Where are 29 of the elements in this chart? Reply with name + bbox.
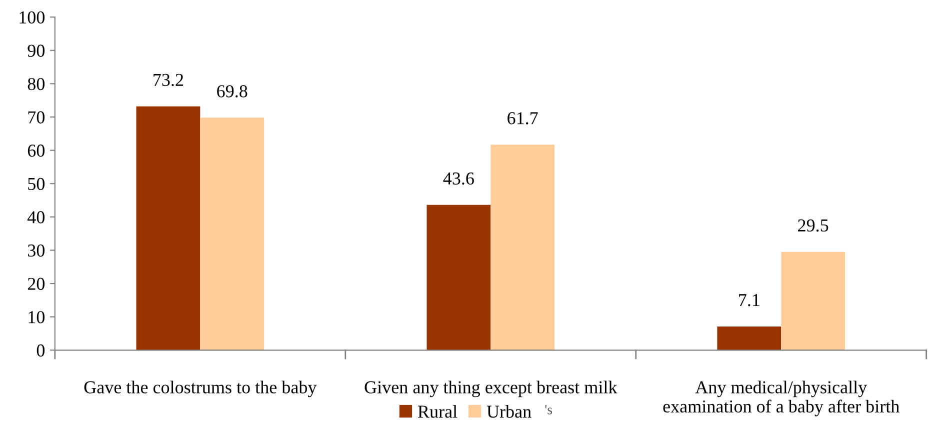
y-tick-label: 90 — [28, 44, 45, 57]
bar — [717, 326, 782, 350]
text: 's — [545, 405, 552, 414]
data-label: 7.1 — [739, 294, 760, 306]
y-tick-label: 60 — [28, 144, 45, 157]
bar — [200, 118, 264, 350]
data-label: 69.8 — [217, 85, 248, 98]
legend-label: Rural — [418, 405, 458, 418]
x-tick-label: Any medical/physically examination of a baby after birth — [663, 380, 900, 416]
y-tick-label: 30 — [28, 244, 45, 257]
data-label: 61.7 — [508, 112, 538, 124]
x-tick-label: Given any thing except breast milk — [364, 380, 618, 398]
x-tick-label: Gave the colostrums to the baby — [84, 380, 317, 398]
data-label: 29.5 — [798, 219, 828, 232]
data-label: 43.6 — [443, 172, 474, 185]
y-tick-label: 100 — [20, 11, 45, 24]
y-tick-label: 20 — [28, 278, 45, 290]
legend-label: Urban — [486, 405, 532, 418]
bar — [490, 144, 555, 350]
y-tick-label: 80 — [28, 78, 45, 90]
y-tick-label: 70 — [28, 111, 45, 124]
y-tick-label: 0 — [36, 344, 45, 357]
data-label: 73.2 — [154, 74, 184, 86]
y-tick-label: 40 — [28, 211, 45, 224]
y-tick-label: 10 — [28, 311, 45, 324]
bar — [426, 204, 491, 350]
y-tick-label: 50 — [28, 178, 45, 190]
bar — [136, 106, 200, 350]
bar — [781, 252, 846, 350]
